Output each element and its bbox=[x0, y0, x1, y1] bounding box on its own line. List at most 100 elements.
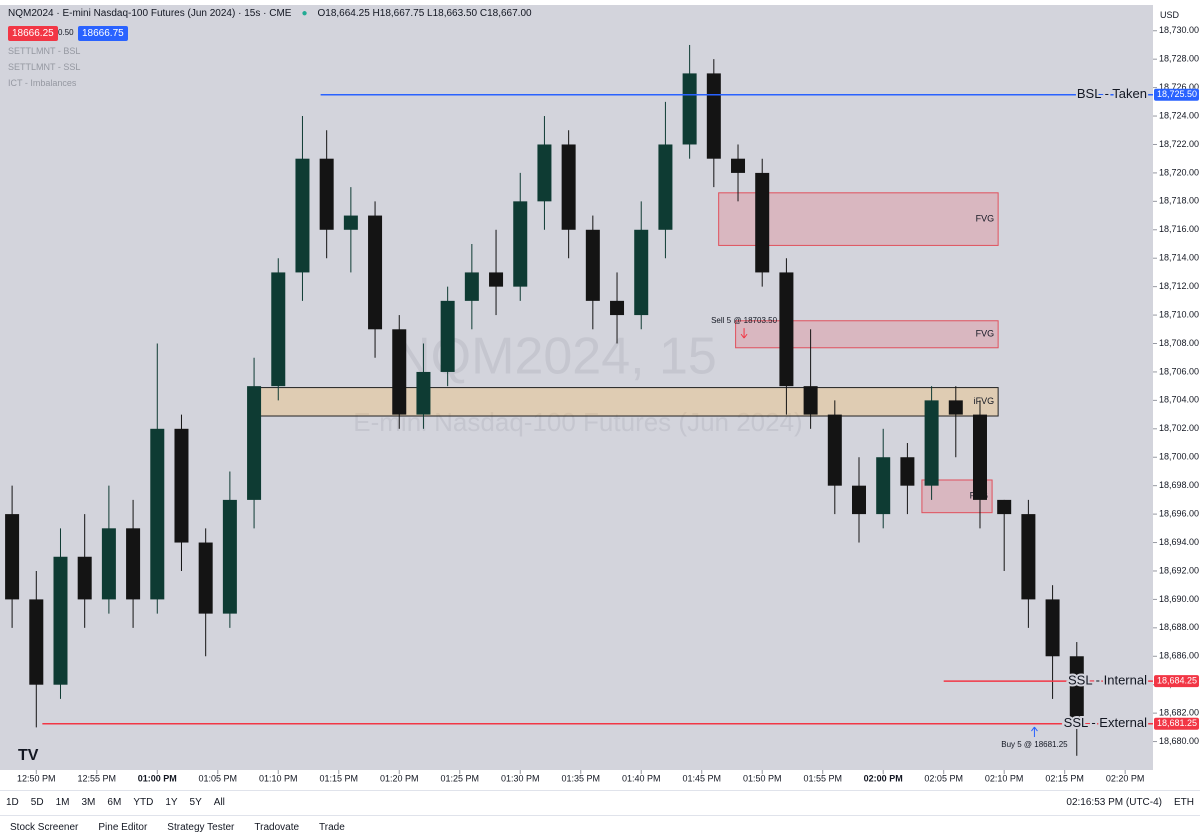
range-button[interactable]: 1M bbox=[55, 796, 70, 808]
header: NQM2024 · E-mini Nasdaq-100 Futures (Jun… bbox=[8, 8, 532, 19]
y-tick-label: 18,706.00 bbox=[1159, 366, 1199, 376]
y-tick-label: 18,700.00 bbox=[1159, 452, 1199, 462]
trade-label: Buy 5 @ 18681.25 bbox=[1001, 740, 1068, 749]
x-tick-label: 02:10 PM bbox=[985, 773, 1024, 783]
sell-button[interactable]: 18666.25 bbox=[8, 26, 58, 41]
candle-body bbox=[731, 158, 746, 173]
candle-body bbox=[948, 400, 963, 415]
candle-body bbox=[77, 556, 92, 600]
trade-label: Sell 5 @ 18703.50 bbox=[711, 316, 777, 325]
x-tick-label: 01:45 PM bbox=[682, 773, 721, 783]
candle-body bbox=[271, 272, 286, 387]
clock: 02:16:53 PM (UTC-4) bbox=[1066, 796, 1162, 808]
range-button[interactable]: 1D bbox=[6, 796, 19, 808]
candle-body bbox=[1069, 656, 1084, 728]
x-tick-label: 02:15 PM bbox=[1045, 773, 1084, 783]
indicator[interactable]: SETTLMNT - SSL bbox=[8, 62, 81, 72]
trade-arrow bbox=[1031, 726, 1038, 738]
y-tick-label: 18,708.00 bbox=[1159, 338, 1199, 348]
candle-body bbox=[5, 514, 20, 600]
tab[interactable]: Pine Editor bbox=[98, 822, 148, 833]
candle-body bbox=[29, 599, 44, 685]
y-tick-label: 18,730.00 bbox=[1159, 25, 1199, 35]
candle-body bbox=[416, 371, 431, 415]
candle-body bbox=[658, 144, 673, 230]
x-tick-label: 01:40 PM bbox=[622, 773, 661, 783]
x-tick-label: 12:55 PM bbox=[78, 773, 117, 783]
candle-body bbox=[537, 144, 552, 202]
zone-label: iFVG bbox=[974, 396, 995, 406]
level-label: BSL - Taken bbox=[1077, 86, 1147, 101]
range-button[interactable]: 3M bbox=[81, 796, 96, 808]
y-tick-label: 18,682.00 bbox=[1159, 708, 1199, 718]
x-tick-label: 01:55 PM bbox=[803, 773, 842, 783]
candle-body bbox=[682, 73, 697, 145]
candle-body bbox=[174, 428, 189, 543]
candle-body bbox=[126, 528, 141, 600]
candle-body bbox=[610, 300, 625, 316]
indicator[interactable]: SETTLMNT - BSL bbox=[8, 46, 81, 56]
candle-body bbox=[900, 457, 915, 486]
y-tick-label: 18,686.00 bbox=[1159, 651, 1199, 661]
y-tick-label: 18,702.00 bbox=[1159, 423, 1199, 433]
tab-bar: Stock Screener Pine Editor Strategy Tester… bbox=[0, 815, 1200, 839]
x-tick-label: 02:00 PM bbox=[864, 773, 903, 783]
level-label: SSL - Internal bbox=[1068, 673, 1147, 688]
y-tick-label: 18,726.00 bbox=[1159, 82, 1199, 92]
tab[interactable]: Stock Screener bbox=[10, 822, 79, 833]
price-tag-label: 18,725.50 bbox=[1157, 89, 1197, 99]
session[interactable]: ETH bbox=[1174, 796, 1194, 808]
candle-body bbox=[247, 386, 262, 500]
indicator[interactable]: ICT - Imbalances bbox=[8, 78, 77, 88]
range-button[interactable]: 1Y bbox=[165, 796, 178, 808]
y-tick-label: 18,716.00 bbox=[1159, 224, 1199, 234]
y-tick-label: 18,714.00 bbox=[1159, 253, 1199, 263]
candle-body bbox=[1021, 514, 1036, 600]
candle-body bbox=[53, 556, 68, 685]
currency[interactable]: USD bbox=[1160, 10, 1180, 20]
candle-body bbox=[319, 158, 334, 230]
range-button[interactable]: YTD bbox=[133, 796, 154, 808]
candle-body bbox=[101, 528, 116, 600]
price-tag bbox=[1154, 88, 1199, 101]
time-axis-bg bbox=[0, 770, 1153, 790]
price-tag-label: 18,684.25 bbox=[1157, 676, 1197, 686]
y-tick-label: 18,722.00 bbox=[1159, 139, 1199, 149]
toolbar: 1D 5D 1M 3M 6M YTD 1Y 5Y All 02:16:53 PM (UTC-4) E… bbox=[0, 790, 1200, 813]
tab[interactable]: Strategy Tester bbox=[167, 822, 235, 833]
x-tick-label: 01:05 PM bbox=[199, 773, 238, 783]
y-tick-label: 18,720.00 bbox=[1159, 167, 1199, 177]
candle-body bbox=[1045, 599, 1060, 657]
buy-button[interactable]: 18666.75 bbox=[78, 26, 128, 41]
x-tick-label: 12:50 PM bbox=[17, 773, 56, 783]
candle-body bbox=[585, 229, 600, 301]
candle-body bbox=[198, 542, 213, 614]
tab[interactable]: Trade bbox=[319, 822, 345, 833]
chart: NQM2024, 15 E-mini Nasdaq-100 Futures (J… bbox=[0, 5, 1200, 790]
spread: 0.50 bbox=[58, 28, 74, 37]
tab[interactable]: Tradovate bbox=[254, 822, 300, 833]
x-tick-label: 01:15 PM bbox=[319, 773, 358, 783]
y-tick-label: 18,696.00 bbox=[1159, 508, 1199, 518]
range-button[interactable]: 5Y bbox=[189, 796, 202, 808]
candle-body bbox=[368, 215, 383, 330]
range-button[interactable]: 6M bbox=[107, 796, 122, 808]
trade-arrow bbox=[740, 328, 748, 339]
price-tag bbox=[1154, 717, 1199, 730]
candle-body bbox=[150, 428, 165, 600]
candle-body bbox=[827, 414, 842, 486]
price-axis-bg bbox=[1153, 5, 1200, 790]
candle-body bbox=[634, 229, 649, 316]
candle-body bbox=[803, 386, 818, 415]
x-tick-label: 01:25 PM bbox=[440, 773, 479, 783]
symbol[interactable]: NQM2024 · E-mini Nasdaq-100 Futures (Jun… bbox=[8, 8, 292, 19]
range-button[interactable]: 5D bbox=[30, 796, 44, 808]
x-tick-label: 01:35 PM bbox=[561, 773, 600, 783]
x-tick-label: 01:50 PM bbox=[743, 773, 782, 783]
candle-body bbox=[392, 329, 407, 415]
candle-body bbox=[489, 272, 504, 287]
candle-body bbox=[464, 272, 479, 301]
candle-body bbox=[440, 300, 455, 372]
range-button[interactable]: All bbox=[213, 796, 225, 808]
y-tick-label: 18,724.00 bbox=[1159, 110, 1199, 120]
